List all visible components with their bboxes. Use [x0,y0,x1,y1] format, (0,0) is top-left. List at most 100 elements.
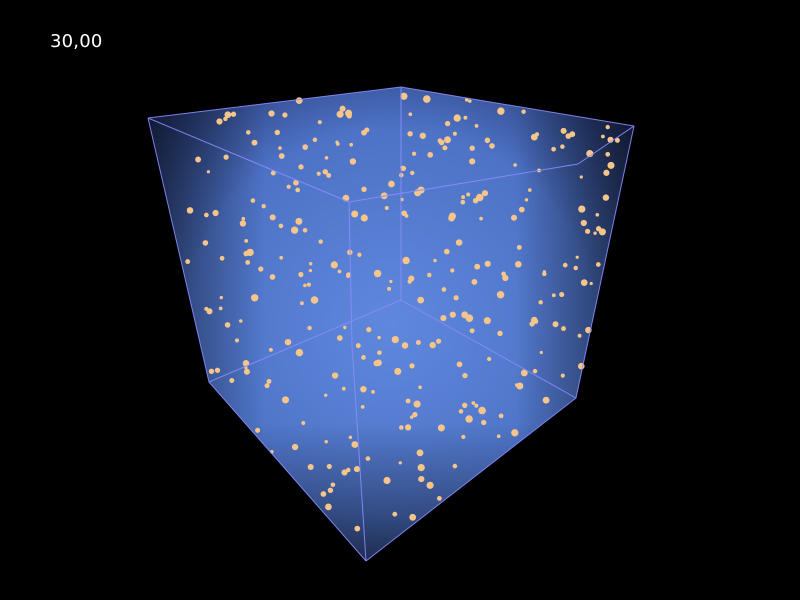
particle [400,165,407,172]
particle [290,226,299,234]
particle [269,214,276,221]
cube-edge [147,117,350,203]
particle [214,367,221,373]
particle [371,390,375,394]
particle [462,372,468,379]
particle [269,274,276,280]
particle [436,338,442,344]
particle [444,120,451,127]
particle [330,261,338,269]
particle [258,266,264,272]
particle [391,335,399,344]
particle [202,240,209,246]
particle [444,248,450,255]
particle [377,350,382,356]
particle [407,279,412,284]
particle [360,214,368,222]
particle [318,239,323,244]
particle [469,158,476,165]
particle [408,112,413,117]
particle [353,466,361,473]
particle [401,342,409,349]
particle [580,219,587,227]
particle [404,424,412,431]
particle [479,216,483,221]
particle [442,145,448,151]
particle [455,239,463,246]
particle [246,130,251,135]
particle [469,328,475,334]
particle [440,315,447,322]
particle [279,255,284,260]
particle [605,151,611,157]
particle [243,250,249,257]
particle [312,137,318,143]
particle [542,271,547,277]
particle [409,513,417,521]
particle [302,228,308,233]
particle [325,503,332,511]
particle [461,402,468,409]
particle [268,347,273,352]
particle [478,406,486,415]
particle [354,525,361,532]
particle [532,368,538,374]
particle [339,105,346,112]
particle [458,409,464,414]
particle [468,99,472,103]
particle [336,335,343,341]
particle [402,256,410,265]
particle [224,322,231,328]
particle [461,311,469,319]
particle [593,231,597,235]
particle [250,294,259,302]
particle [330,482,336,488]
particle [320,491,327,497]
particle [239,319,243,323]
particle [484,260,491,267]
particle [195,156,202,163]
particle [322,169,329,175]
particle [317,120,322,125]
particle [423,95,431,103]
particle [307,325,312,331]
particle [223,116,228,122]
particle [278,153,285,160]
particle [261,204,266,209]
particle [552,321,559,328]
particle [498,413,504,419]
particle [418,385,422,390]
particle [212,209,219,217]
particle [452,131,457,136]
particle [360,404,365,409]
particle [578,205,586,213]
particle [341,469,348,476]
particle [244,238,249,243]
particle [241,216,246,221]
particle [497,107,505,115]
particle [471,278,478,285]
particle [204,212,209,218]
particle [436,495,442,501]
particle [365,456,371,461]
particle [216,118,223,125]
particle [560,144,565,149]
particle [245,259,251,265]
particle [614,137,620,143]
particle [437,424,445,432]
particle [518,206,525,213]
particle [441,287,447,292]
cube-wireframe [147,86,635,562]
particle [388,180,395,188]
particle [284,338,292,346]
particle [562,262,568,268]
particle [461,195,466,200]
particle [497,330,503,337]
cube-edge [400,86,635,127]
particle [521,109,526,114]
particle [337,269,342,274]
particle [579,175,583,179]
particle [270,170,276,176]
